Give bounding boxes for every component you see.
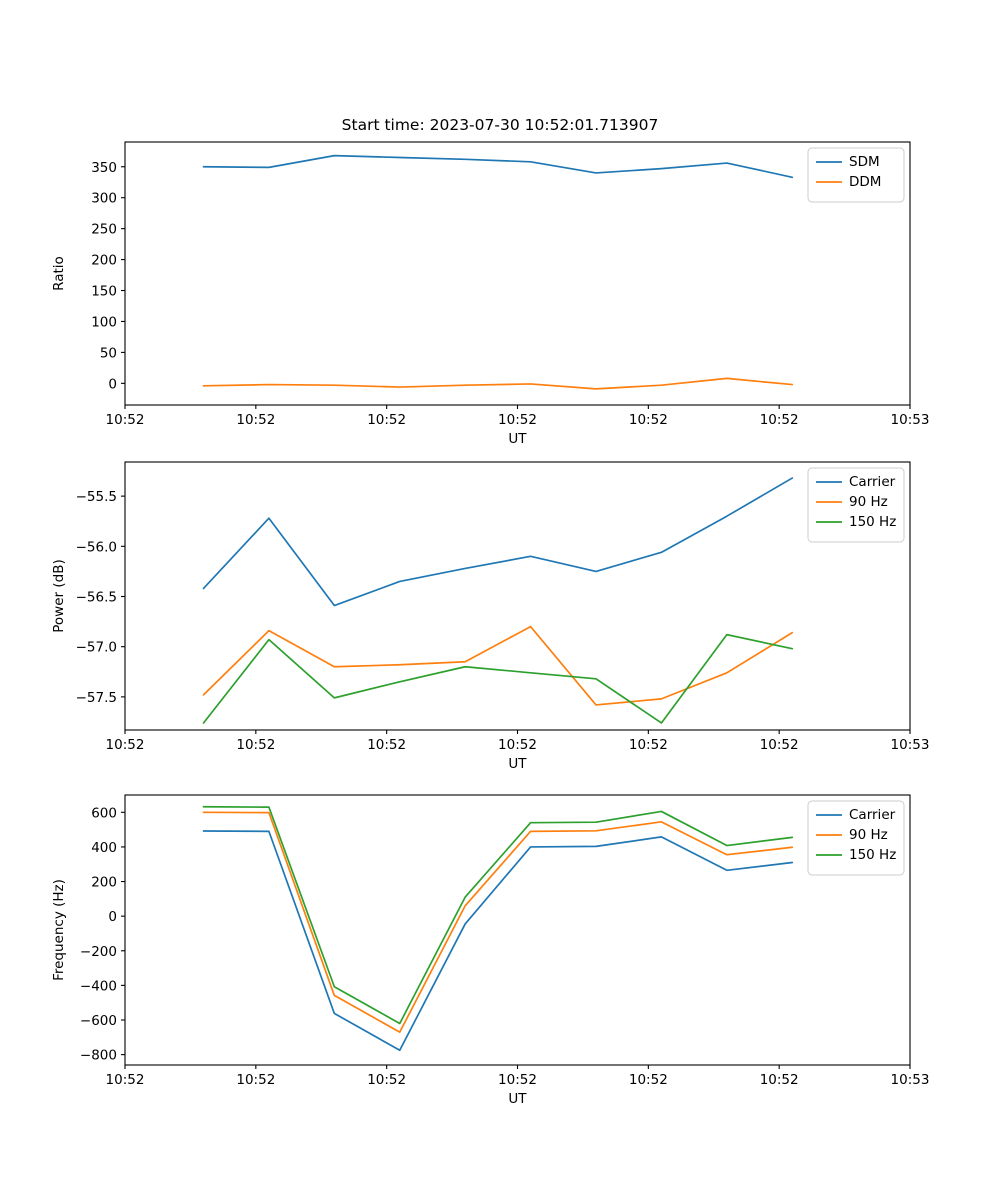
- y-tick-label: −400: [80, 978, 117, 994]
- x-tick-label: 10:53: [891, 737, 930, 753]
- x-tick-label: 10:52: [236, 412, 275, 428]
- series-line-ddm: [202, 377, 794, 390]
- plot-frame: [124, 461, 911, 731]
- y-tick-label: 150: [91, 284, 117, 300]
- panel-power-svg: 10:52 10:52 10:52 10:52 10:52 10:52 10:53 −57.5…: [51, 461, 930, 772]
- panel-ratio-svg: 10:52 10:52 10:52 10:52 10:52 10:52 10:53 0 50 10…: [51, 141, 930, 447]
- x-tick-label: 10:52: [236, 1072, 275, 1088]
- figure-title: Start time: 2023-07-30 10:52:01.713907: [341, 116, 659, 134]
- x-axis-title: UT: [508, 1091, 527, 1107]
- panel-power: 10:52 10:52 10:52 10:52 10:52 10:52 10:53 −57.5…: [0, 445, 1000, 775]
- y-tick-label: 100: [91, 314, 117, 330]
- y-tick-label: 200: [91, 253, 117, 269]
- plot-frame: [124, 141, 911, 406]
- y-axis-title: Power (dB): [51, 559, 67, 632]
- series-line-carrier: [202, 830, 794, 1052]
- y-tick-label: 400: [91, 840, 117, 856]
- x-tick-label: 10:52: [367, 1072, 406, 1088]
- legend-label-90-hz: 90 Hz: [849, 494, 888, 510]
- y-tick-label: −55.5: [76, 489, 117, 505]
- y-tick-label: 50: [100, 345, 117, 361]
- panel-frequency: 10:52 10:52 10:52 10:52 10:52 10:52 10:53 −800 −…: [0, 775, 1000, 1115]
- legend-box: [807, 467, 905, 543]
- x-axis-title: UT: [508, 431, 527, 447]
- y-tick-label: 200: [91, 875, 117, 891]
- x-tick-label: 10:52: [760, 737, 799, 753]
- series-line-150-hz: [202, 633, 794, 724]
- series-line-90-hz: [202, 625, 794, 706]
- x-tick-label: 10:52: [629, 412, 668, 428]
- y-tick-label: −56.5: [76, 590, 117, 606]
- y-tick-label: 0: [108, 909, 117, 925]
- x-tick-label: 10:53: [891, 412, 930, 428]
- y-tick-label: −200: [80, 944, 117, 960]
- series-line-sdm: [202, 154, 794, 179]
- x-tick-label: 10:52: [760, 1072, 799, 1088]
- legend-label-90-hz: 90 Hz: [849, 827, 888, 843]
- x-axis-title: UT: [508, 756, 527, 772]
- y-tick-label: 350: [91, 160, 117, 176]
- legend-label-150-hz: 150 Hz: [849, 514, 896, 530]
- x-tick-label: 10:52: [760, 412, 799, 428]
- x-tick-label: 10:52: [629, 737, 668, 753]
- x-tick-label: 10:52: [367, 412, 406, 428]
- legend-label-carrier: Carrier: [849, 807, 896, 823]
- legend-box: [807, 800, 905, 876]
- plot-frame: [124, 794, 911, 1066]
- x-tick-label: 10:52: [498, 412, 537, 428]
- y-axis-title: Ratio: [51, 256, 67, 291]
- x-tick-label: 10:52: [498, 737, 537, 753]
- panel-ratio: 10:52 10:52 10:52 10:52 10:52 10:52 10:53 0 50 10…: [0, 130, 1000, 450]
- x-tick-label: 10:52: [106, 737, 145, 753]
- y-tick-label: −57.0: [76, 640, 117, 656]
- series-line-carrier: [202, 477, 794, 607]
- y-tick-label: −800: [80, 1048, 117, 1064]
- series-line-150-hz: [202, 805, 794, 1025]
- x-tick-label: 10:52: [367, 737, 406, 753]
- legend-label-150-hz: 150 Hz: [849, 847, 896, 863]
- y-tick-label: 600: [91, 805, 117, 821]
- panel-frequency-svg: 10:52 10:52 10:52 10:52 10:52 10:52 10:53 −800 −…: [51, 794, 930, 1107]
- y-axis-title: Frequency (Hz): [51, 879, 67, 981]
- x-tick-label: 10:52: [106, 412, 145, 428]
- y-tick-label: −57.5: [76, 690, 117, 706]
- x-tick-label: 10:52: [236, 737, 275, 753]
- series-line-90-hz: [202, 811, 794, 1033]
- x-tick-label: 10:52: [498, 1072, 537, 1088]
- y-tick-label: −56.0: [76, 539, 117, 555]
- x-tick-label: 10:52: [629, 1072, 668, 1088]
- x-tick-label: 10:52: [106, 1072, 145, 1088]
- y-tick-label: 250: [91, 222, 117, 238]
- y-tick-label: 300: [91, 191, 117, 207]
- legend-label-carrier: Carrier: [849, 474, 896, 490]
- y-tick-label: −600: [80, 1013, 117, 1029]
- x-tick-label: 10:53: [891, 1072, 930, 1088]
- legend-label-sdm: SDM: [849, 154, 880, 170]
- legend-label-ddm: DDM: [849, 174, 881, 190]
- y-tick-label: 0: [108, 376, 117, 392]
